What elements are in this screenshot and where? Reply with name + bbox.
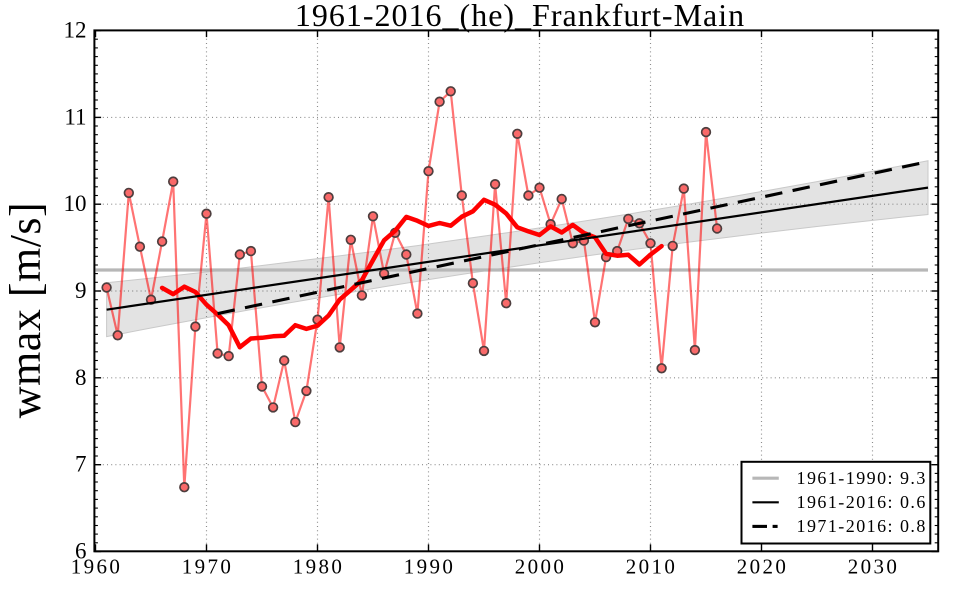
svg-text:1961-2016: 0.6: 1961-2016: 0.6: [797, 492, 927, 512]
svg-text:1980: 1980: [293, 555, 345, 579]
svg-text:8: 8: [75, 365, 87, 390]
svg-text:10: 10: [64, 191, 87, 216]
svg-text:2000: 2000: [515, 555, 567, 579]
svg-text:1990: 1990: [404, 555, 456, 579]
svg-text:1961-1990: 9.3: 1961-1990: 9.3: [797, 468, 927, 488]
svg-text:12: 12: [64, 18, 87, 43]
svg-text:2030: 2030: [848, 555, 900, 579]
svg-text:wmax [m/s]: wmax [m/s]: [1, 202, 50, 418]
svg-text:1961-2016_(he)_Frankfurt-Main: 1961-2016_(he)_Frankfurt-Main: [295, 0, 745, 33]
svg-text:2020: 2020: [737, 555, 789, 579]
svg-text:11: 11: [64, 104, 86, 129]
svg-text:1960: 1960: [71, 555, 123, 579]
svg-text:1971-2016: 0.8: 1971-2016: 0.8: [797, 516, 927, 536]
svg-text:7: 7: [75, 452, 87, 477]
svg-text:2010: 2010: [626, 555, 678, 579]
svg-text:9: 9: [75, 278, 87, 303]
svg-text:1970: 1970: [182, 555, 234, 579]
svg-text:6: 6: [75, 539, 87, 564]
